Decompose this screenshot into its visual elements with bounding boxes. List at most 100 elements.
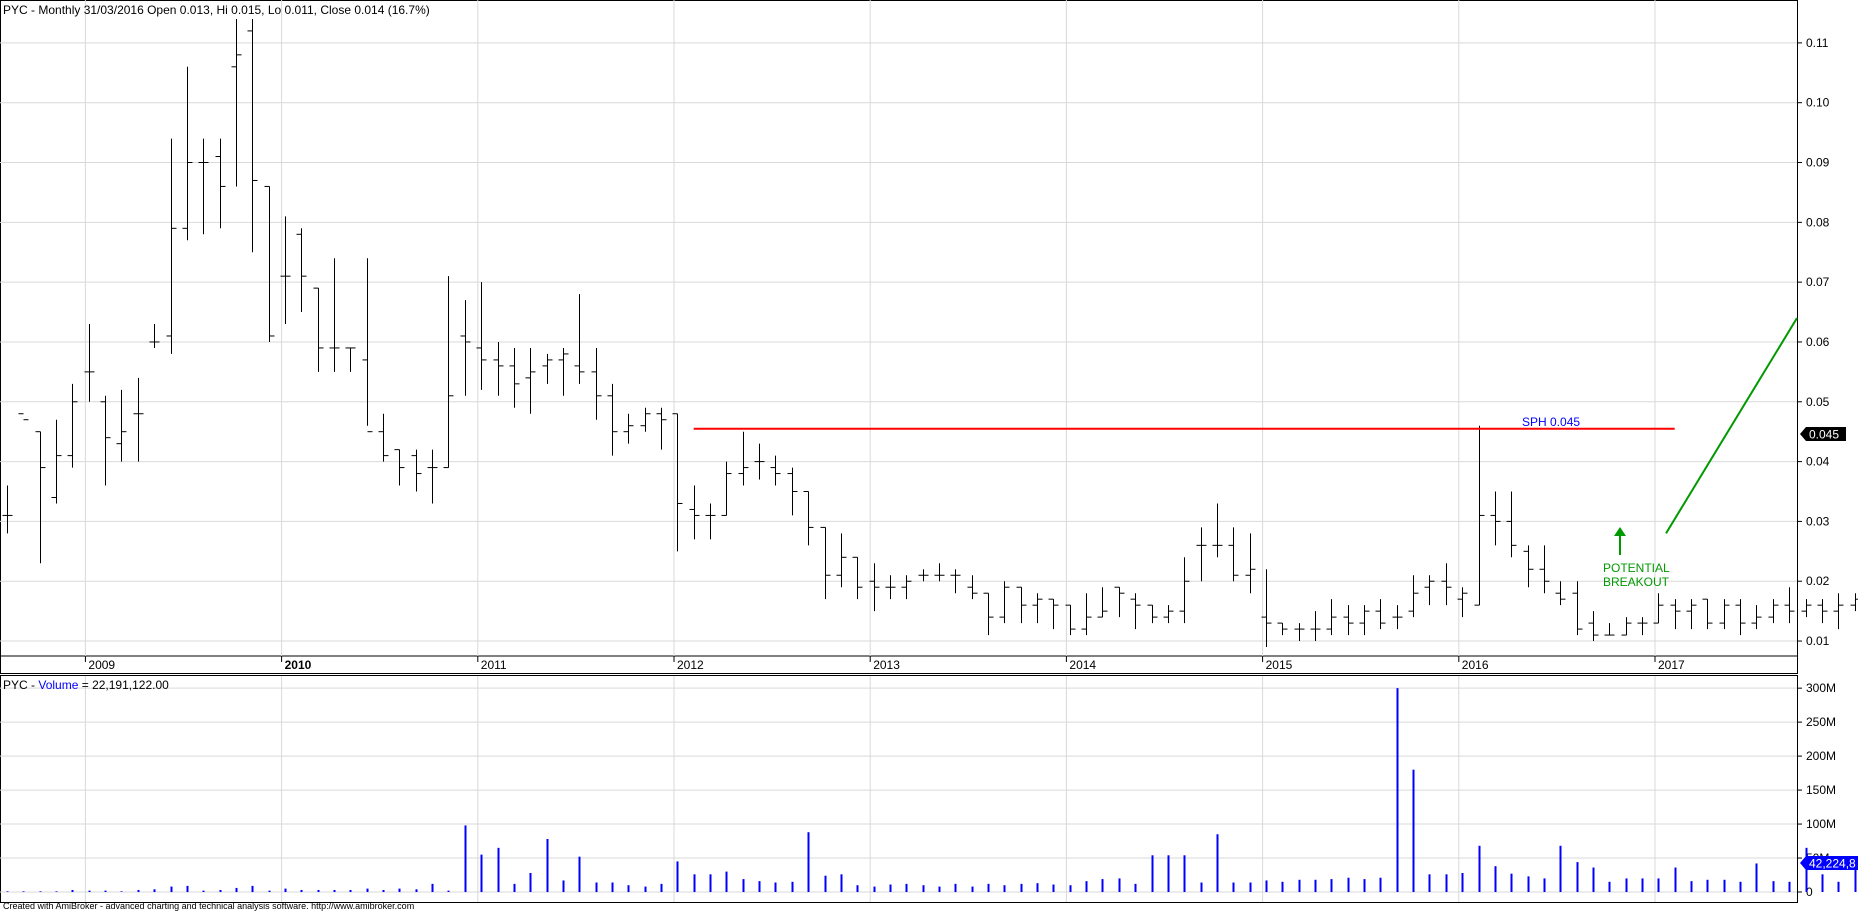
ohlc-bar xyxy=(918,569,929,582)
ohlc-bar xyxy=(574,294,585,384)
ohlc-bar xyxy=(166,138,177,354)
ohlc-bar xyxy=(1850,593,1858,612)
ohlc-bar xyxy=(852,556,863,600)
price-tick-label: 0.08 xyxy=(1806,215,1830,229)
year-label: 2017 xyxy=(1658,658,1685,672)
ohlc-bar xyxy=(1686,599,1697,630)
trend-line xyxy=(1665,317,1798,534)
ohlc-bar xyxy=(84,324,95,402)
ohlc-bar xyxy=(1621,617,1632,636)
ohlc-bar xyxy=(623,413,634,444)
price-tick-label: 0.11 xyxy=(1806,36,1829,50)
ohlc-bar xyxy=(1539,545,1550,594)
ohlc-bar xyxy=(787,467,798,516)
ohlc-bar xyxy=(1408,575,1419,618)
ohlc-bar xyxy=(1784,587,1795,624)
price-title: PYC - Monthly 31/03/2016 Open 0.013, Hi … xyxy=(3,3,430,17)
volume-pane-frame xyxy=(0,675,1798,903)
ohlc-bar xyxy=(1375,599,1386,630)
ohlc-bar xyxy=(770,455,781,486)
last-price-tag: 0.045 xyxy=(1800,427,1846,442)
ohlc-bar xyxy=(378,413,389,462)
ohlc-bar xyxy=(983,592,994,636)
volume-title-label: Volume xyxy=(38,678,78,692)
year-label: 2009 xyxy=(88,658,115,672)
ohlc-bar xyxy=(1637,617,1648,636)
ohlc-bar xyxy=(1474,425,1485,606)
ohlc-bar xyxy=(2,485,13,534)
ohlc-bar xyxy=(1424,575,1435,606)
ohlc-bar xyxy=(1653,593,1664,624)
breakout-label-line1: POTENTIAL xyxy=(1603,561,1670,575)
volume-tick-label: 250M xyxy=(1806,715,1836,729)
price-tick-label: 0.06 xyxy=(1806,335,1830,349)
ohlc-bar xyxy=(1196,527,1207,582)
ohlc-bar xyxy=(67,383,78,468)
ohlc-bar xyxy=(1114,586,1125,618)
price-tick-label: 0.02 xyxy=(1806,574,1830,588)
volume-bars xyxy=(6,688,1857,892)
ohlc-bar xyxy=(1130,593,1141,630)
ohlc-bar xyxy=(525,347,536,414)
ohlc-bar xyxy=(1343,605,1354,636)
last-volume-tag-text: 42,224,8 xyxy=(1809,857,1856,871)
ohlc-bar xyxy=(280,216,291,325)
ohlc-bar xyxy=(885,575,896,600)
ohlc-bar xyxy=(1228,527,1239,582)
breakout-label-line2: BREAKOUT xyxy=(1603,575,1670,589)
ohlc-bar xyxy=(950,569,961,594)
ohlc-bar xyxy=(1719,599,1730,630)
ohlc-bar xyxy=(1523,545,1534,588)
ohlc-bar xyxy=(1555,581,1566,606)
volume-tick-label: 0 xyxy=(1806,885,1813,899)
ohlc-bar xyxy=(1048,598,1059,630)
overlays xyxy=(693,317,1798,555)
volume-tick-label: 150M xyxy=(1806,783,1836,797)
ohlc-bar xyxy=(296,228,307,313)
price-pane-frame xyxy=(0,0,1798,674)
ohlc-bar xyxy=(362,258,373,433)
price-title-text: - Monthly 31/03/2016 Open 0.013, Hi 0.01… xyxy=(28,3,430,17)
year-label: 2015 xyxy=(1266,658,1293,672)
ohlc-bar xyxy=(411,449,422,492)
ohlc-bar xyxy=(427,449,438,504)
ohlc-bar xyxy=(476,282,487,390)
ohlc-bar xyxy=(215,138,226,229)
ohlc-bar xyxy=(1359,605,1370,636)
volume-tick-label: 100M xyxy=(1806,817,1836,831)
ohlc-bar xyxy=(640,407,651,432)
volume-grid xyxy=(0,676,1797,902)
ohlc-bar xyxy=(1457,587,1468,618)
ohlc-bar xyxy=(1751,605,1762,630)
price-tick-label: 0.10 xyxy=(1806,96,1830,110)
year-label: 2014 xyxy=(1069,658,1096,672)
ohlc-bar xyxy=(1768,599,1779,624)
ohlc-bar xyxy=(247,18,258,253)
ohlc-bar xyxy=(999,581,1010,624)
ohlc-bar xyxy=(1081,593,1092,636)
ohlc-bar xyxy=(1310,611,1321,642)
ohlc-bar xyxy=(656,407,667,450)
ohlc-bar xyxy=(1604,623,1615,636)
ohlc-bar xyxy=(1588,611,1599,642)
ohlc-bar xyxy=(689,485,700,540)
ohlc-bar xyxy=(1735,599,1746,636)
price-tick-label: 0.05 xyxy=(1806,395,1830,409)
ohlc-bar xyxy=(460,300,471,396)
ohlc-bar xyxy=(329,258,340,372)
ohlc-bar xyxy=(1441,563,1452,606)
ohlc-bar xyxy=(1277,622,1288,636)
ohlc-bar xyxy=(1572,581,1583,636)
ohlc-bar xyxy=(443,276,454,469)
ohlc-bar xyxy=(1032,593,1043,624)
ohlc-bar xyxy=(1801,599,1812,618)
ohlc-bar xyxy=(607,383,618,456)
ohlc-bar xyxy=(100,395,111,486)
price-bars xyxy=(2,18,1858,648)
ohlc-bar xyxy=(345,347,356,372)
ohlc-bar xyxy=(1294,623,1305,642)
ohlc-bar xyxy=(1702,598,1713,630)
volume-title: PYC - Volume = 22,191,122.00 xyxy=(3,678,169,692)
year-label: 2016 xyxy=(1462,658,1489,672)
ohlc-bar xyxy=(1065,604,1076,636)
